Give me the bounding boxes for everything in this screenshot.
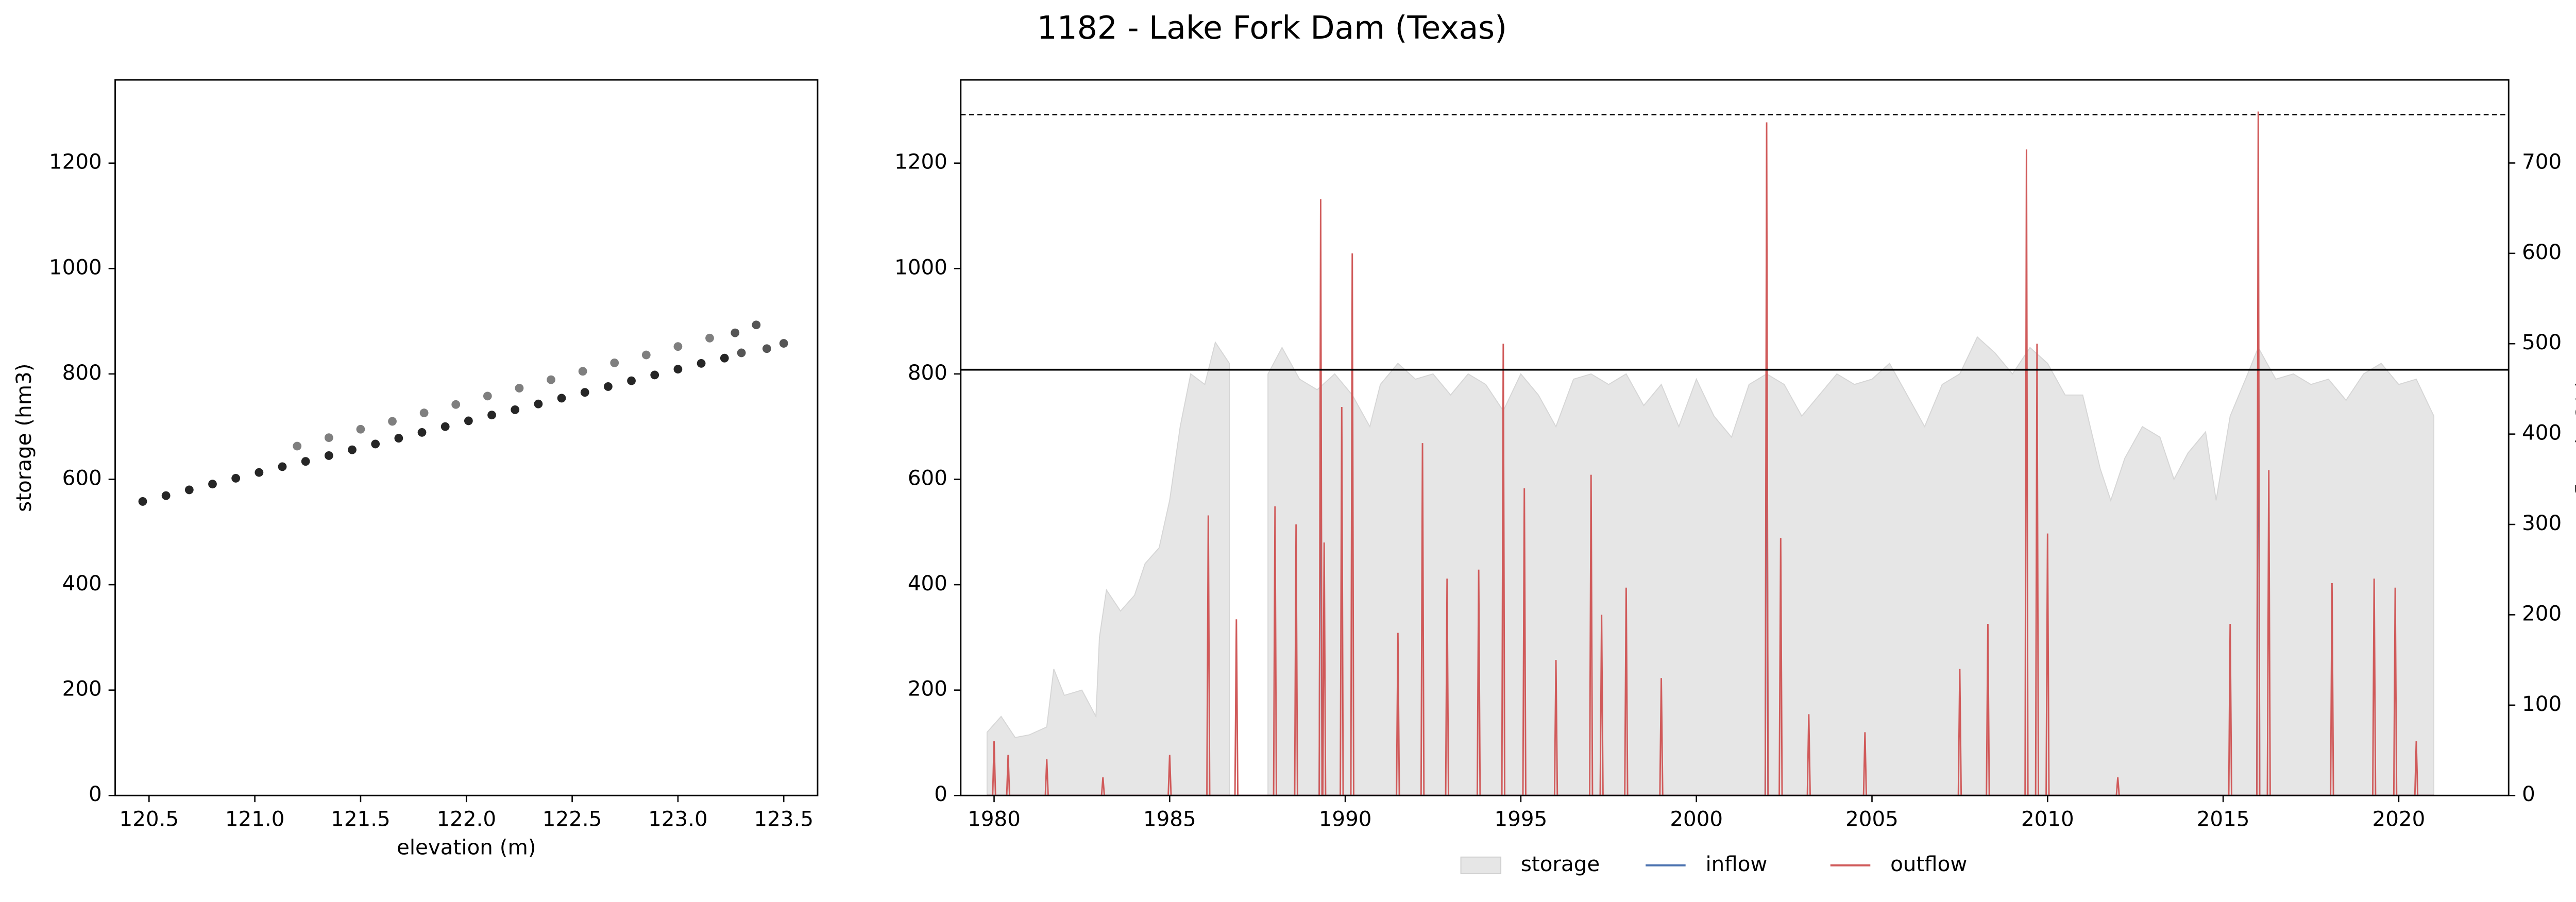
point <box>557 394 566 403</box>
point <box>440 422 450 431</box>
point <box>673 342 683 351</box>
point <box>356 424 365 434</box>
x-tick-label: 120.5 <box>120 807 179 831</box>
point <box>278 462 287 471</box>
legend-label: inflow <box>1705 852 1767 876</box>
x-tick-label: 123.5 <box>754 807 814 831</box>
point <box>301 457 310 466</box>
legend-swatch <box>1460 856 1502 875</box>
y2-tick-label: 100 <box>2522 692 2562 716</box>
point <box>348 445 357 454</box>
point <box>650 370 659 380</box>
axes-frame <box>960 79 2510 796</box>
y-tick-label: 400 <box>62 571 102 595</box>
point <box>603 382 613 391</box>
point <box>779 339 788 348</box>
x-tick-label: 1995 <box>1495 807 1548 831</box>
point <box>697 359 706 368</box>
point <box>511 405 520 414</box>
point <box>451 400 461 409</box>
point <box>324 433 333 443</box>
plot-area <box>986 111 2435 796</box>
point <box>720 353 729 363</box>
y-tick-label: 1200 <box>894 150 947 174</box>
y2-tick-label: 300 <box>2522 511 2562 535</box>
y-tick-label: 800 <box>908 361 947 385</box>
outflow-line <box>987 111 2434 796</box>
y-tick-label: 600 <box>62 466 102 490</box>
x-tick-label: 2000 <box>1670 807 1723 831</box>
x-tick-label: 1990 <box>1319 807 1372 831</box>
y2-tick-label: 200 <box>2522 601 2562 625</box>
x-tick-label: 2020 <box>2372 807 2426 831</box>
y-tick-label: 200 <box>62 677 102 701</box>
point <box>762 344 771 353</box>
x-tick-label: 121.0 <box>225 807 285 831</box>
point <box>324 451 333 460</box>
y-tick-label: 600 <box>908 466 947 490</box>
x-tick-label: 123.0 <box>648 807 708 831</box>
x-tick-label: 2005 <box>1845 807 1899 831</box>
x-tick-label: 1985 <box>1143 807 1196 831</box>
y-tick-label: 0 <box>89 782 102 806</box>
point <box>231 474 241 483</box>
y2-tick-label: 700 <box>2522 149 2562 174</box>
point <box>737 348 746 358</box>
x-tick-label: 2015 <box>2197 807 2250 831</box>
y-tick-label: 800 <box>62 361 102 385</box>
y2-tick-label: 600 <box>2522 240 2562 264</box>
point <box>578 367 587 376</box>
point <box>547 375 555 384</box>
y-tick-label: 200 <box>908 677 947 701</box>
legend-label: storage <box>1521 852 1600 876</box>
point <box>419 409 429 417</box>
point <box>731 328 740 337</box>
point <box>534 399 543 409</box>
point <box>371 439 380 449</box>
x-tick-label: 1980 <box>968 807 1021 831</box>
y-tick-label: 400 <box>908 571 947 595</box>
y-axis-label: storage (hm3) <box>12 363 36 512</box>
point <box>138 497 147 506</box>
point <box>487 411 496 420</box>
point <box>293 441 302 451</box>
y-tick-label: 1200 <box>49 150 102 174</box>
x-tick-label: 122.0 <box>436 807 496 831</box>
point <box>673 365 683 374</box>
point <box>161 491 171 500</box>
y-tick-label: 1000 <box>49 255 102 279</box>
legend-label: outflow <box>1890 852 1967 876</box>
x-tick-label: 2010 <box>2021 807 2074 831</box>
point <box>417 428 427 437</box>
y-tick-label: 1000 <box>894 255 947 279</box>
point <box>464 416 473 426</box>
point <box>627 376 636 385</box>
point <box>184 485 194 495</box>
x-axis-label: elevation (m) <box>397 836 536 860</box>
point <box>394 434 403 443</box>
x-tick-label: 122.5 <box>543 807 602 831</box>
x-tick-label: 121.5 <box>331 807 391 831</box>
point <box>388 417 397 426</box>
point <box>641 350 651 360</box>
y-tick-label: 0 <box>934 782 947 806</box>
y2-tick-label: 0 <box>2522 782 2535 806</box>
point <box>208 480 217 489</box>
point <box>255 468 264 477</box>
point <box>705 333 714 343</box>
axes-frame <box>114 79 819 796</box>
point <box>515 384 524 393</box>
point <box>610 358 619 367</box>
y2-tick-label: 400 <box>2522 421 2562 445</box>
point <box>752 320 761 330</box>
point <box>580 388 589 397</box>
y2-axis-label: flow (m3/s) <box>2572 379 2576 496</box>
y2-tick-label: 500 <box>2522 330 2562 354</box>
point <box>483 392 492 401</box>
figure-title: 1182 - Lake Fork Dam (Texas) <box>1037 10 1507 46</box>
